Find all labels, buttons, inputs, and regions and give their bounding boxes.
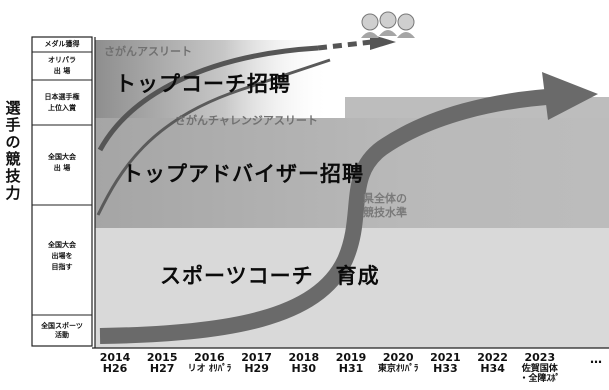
y-axis-title-char: 競 — [5, 150, 21, 168]
timeline-year-label: 2023 — [524, 351, 556, 364]
timeline-year-label: 2014 — [99, 351, 131, 364]
y-axis-title-char: 選 — [5, 99, 21, 117]
timeline-year-label: 2019 — [335, 351, 367, 364]
label-saga-athlete: さがんアスリート — [104, 45, 192, 58]
y-axis-title-char: 力 — [5, 184, 21, 202]
timeline-year: 2022 H34 — [469, 351, 517, 375]
label-sports-coach-training: スポーツコーチ 育成 — [160, 264, 380, 288]
timeline-year: 2015 H27 — [138, 351, 186, 375]
label-top-coach: トップコーチ招聘 — [115, 72, 291, 96]
band-topcoach — [95, 40, 330, 118]
y-axis-title: 選手の競技力 — [2, 100, 24, 202]
timeline-era-label: H30 — [291, 362, 317, 375]
timeline-era-label: 東京ｵﾘﾊﾟﾗ — [377, 364, 419, 374]
medalist-figures — [361, 11, 415, 38]
label-top-advisor: トップアドバイザー招聘 — [122, 162, 364, 186]
timeline-era-label: H27 — [149, 362, 175, 375]
timeline-year-label: 2020 — [382, 351, 414, 364]
timeline-year-label: 2017 — [241, 351, 272, 364]
timeline-year-label: 2018 — [288, 351, 320, 364]
timeline-year: 2017 H29 — [233, 351, 281, 375]
level-olypara: オリパラ 出 場 — [48, 56, 76, 75]
top-athlete-dashed — [317, 39, 373, 51]
timeline-era-label: リオ ｵﾘﾊﾟﾗ — [187, 364, 232, 374]
timeline-continuation: … — [590, 352, 602, 366]
main-growth-arrow — [99, 88, 561, 344]
timeline-year: 2016 リオ ｵﾘﾊﾟﾗ — [185, 351, 233, 375]
level-japan-championship: 日本選手権 上位入賞 — [44, 93, 80, 112]
y-axis-title-char: 手 — [5, 116, 21, 134]
timeline-year-label: 2021 — [430, 351, 461, 364]
timeline-year: 2021 H33 — [421, 351, 469, 375]
timeline-era-label: H31 — [338, 362, 364, 375]
y-axis-title-char: 技 — [5, 167, 21, 185]
timeline-year-label: 2022 — [477, 351, 508, 364]
level-medal: メダル獲得 — [44, 40, 80, 48]
label-prefecture-level: 県全体の 競技水準 — [363, 192, 407, 219]
timeline-year: 2020 東京ｵﾘﾊﾟﾗ — [374, 351, 422, 375]
level-national-aim: 全国大会 出場を 目指す — [48, 241, 76, 271]
level-column — [31, 36, 93, 347]
timeline-era-label: 佐賀国体 ・全障ｽﾎﾟ — [519, 364, 561, 384]
level-sports-activity: 全国スポーツ 活動 — [41, 322, 83, 339]
timeline-era-label: H34 — [480, 362, 505, 375]
timeline-year-label: 2015 — [146, 351, 178, 364]
challenge-athlete-curve — [96, 58, 331, 216]
y-axis-title-char: の — [5, 133, 21, 151]
timeline-year-label: 2016 — [194, 351, 225, 364]
timeline-year: 2018 H30 — [280, 351, 328, 375]
top-athlete-curve — [97, 45, 319, 152]
main-arrow-head — [542, 72, 598, 120]
label-saga-challenge-athlete: さがんチャレンジアスリート — [175, 114, 318, 127]
level-national-entry: 全国大会 出 場 — [48, 153, 76, 172]
timeline-year: 2014 H26 — [91, 351, 139, 375]
timeline-year: 2023 佐賀国体 ・全障ｽﾎﾟ — [516, 351, 564, 385]
timeline-era-label: H33 — [433, 362, 458, 375]
timeline-era-label: H26 — [102, 362, 128, 375]
timeline-year: 2019 H31 — [327, 351, 375, 375]
timeline-era-label: H29 — [244, 362, 269, 375]
